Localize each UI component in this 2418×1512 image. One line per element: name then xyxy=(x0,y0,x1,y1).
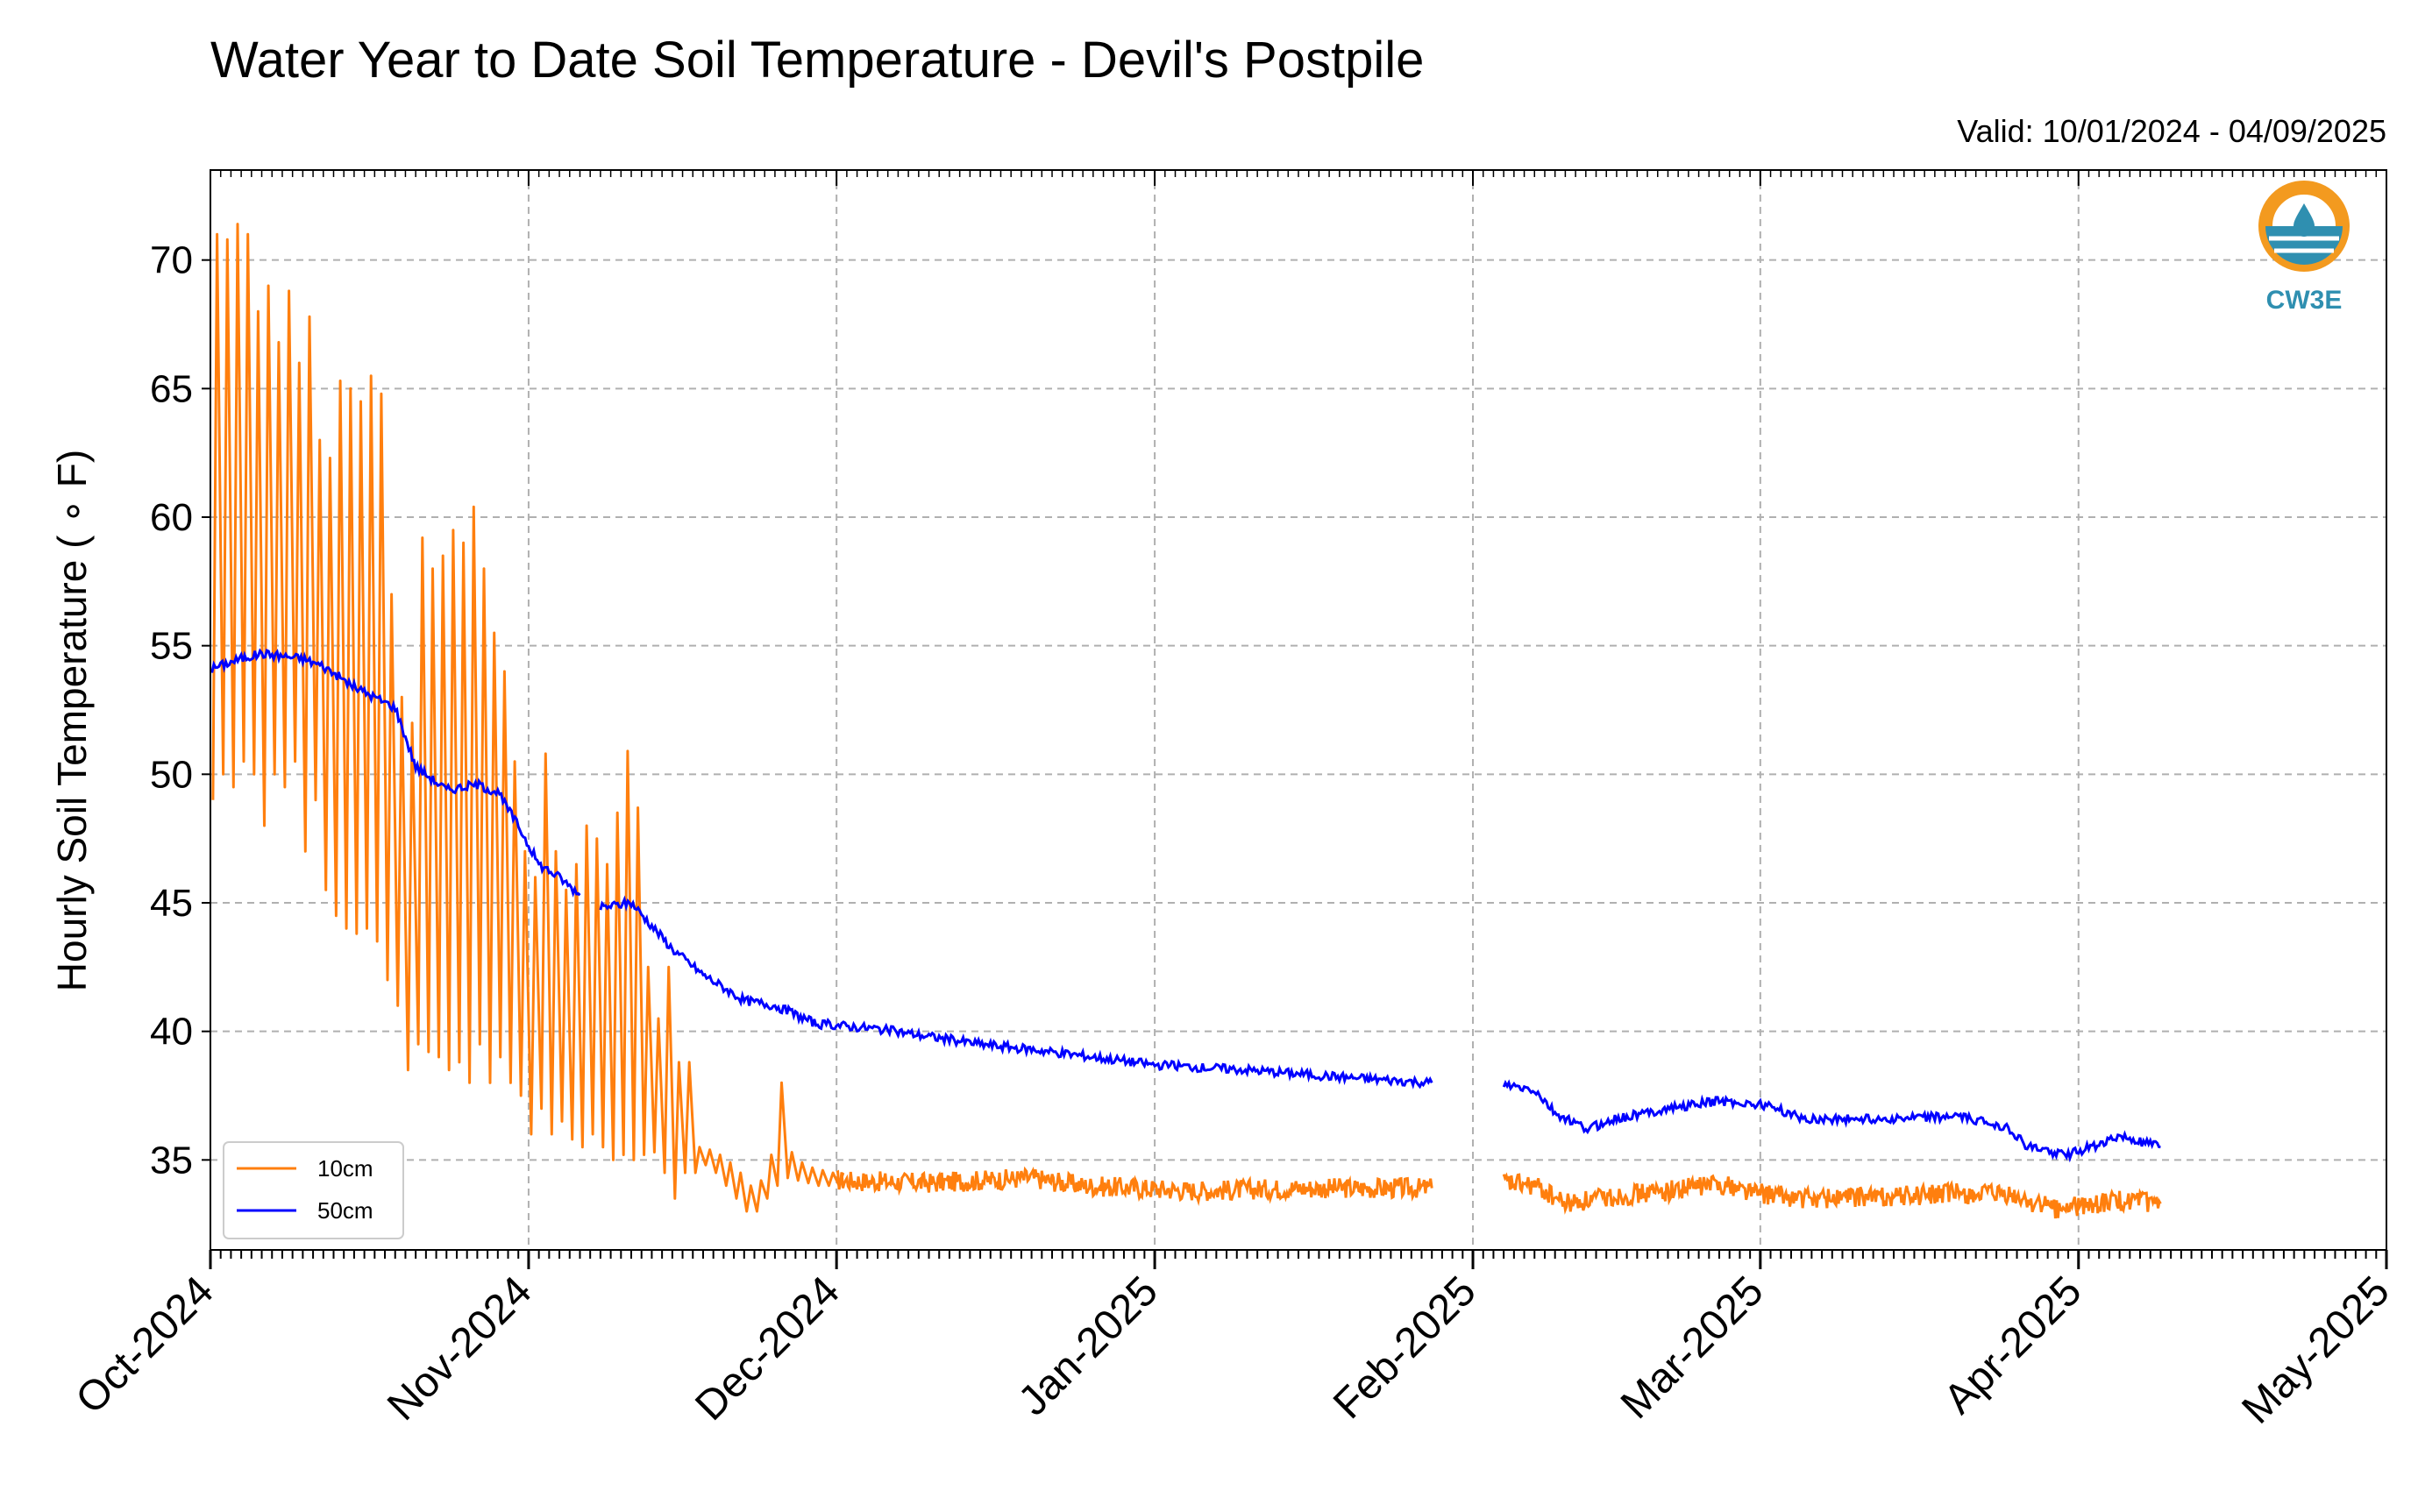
legend-box xyxy=(223,1141,404,1239)
series-50cm-line xyxy=(210,648,581,898)
legend-label-10cm: 10cm xyxy=(317,1155,373,1182)
x-axis-ticks: Oct-2024 Nov-2024 Dec-2024 Jan-2025 Feb-2025… xyxy=(68,170,2399,1433)
grid-lines xyxy=(210,170,2387,1250)
series-50cm-line xyxy=(599,895,1433,1090)
cw3e-logo: CW3E xyxy=(2258,181,2350,315)
y-tick-label: 45 xyxy=(150,882,193,925)
plot-series xyxy=(210,223,2162,1219)
y-tick-label: 50 xyxy=(150,753,193,796)
plot-frame xyxy=(210,169,2387,1251)
logo-text: CW3E xyxy=(2266,286,2343,315)
valid-range-label: Valid: 10/01/2024 - 04/09/2025 xyxy=(1957,113,2386,149)
legend: 10cm 50cm xyxy=(223,1141,404,1239)
y-tick-label: 55 xyxy=(150,625,193,668)
y-tick-label: 60 xyxy=(150,496,193,539)
x-tick-label: Oct-2024 xyxy=(68,1267,223,1423)
series-50cm-line xyxy=(1502,1079,2161,1163)
y-tick-label: 70 xyxy=(150,239,193,282)
series-10cm-line xyxy=(836,1166,1433,1207)
series-10cm-diurnal-line xyxy=(211,223,845,1213)
x-tick-label: Jan-2025 xyxy=(1010,1267,1167,1424)
logo-drop-icon xyxy=(2294,203,2315,237)
legend-label-50cm: 50cm xyxy=(317,1197,373,1224)
chart-title: Water Year to Date Soil Temperature - De… xyxy=(210,32,1424,89)
y-axis-ticks: 35 40 45 50 55 60 65 70 xyxy=(150,239,210,1182)
y-tick-label: 65 xyxy=(150,367,193,410)
y-axis-label: Hourly Soil Temperature ( ∘ F) xyxy=(49,450,95,991)
axes xyxy=(210,169,2387,1251)
x-tick-label: Dec-2024 xyxy=(686,1267,849,1430)
x-tick-label: Mar-2025 xyxy=(1612,1267,1773,1428)
x-tick-label: Nov-2024 xyxy=(379,1267,541,1430)
x-tick-label: Apr-2025 xyxy=(1935,1267,2090,1423)
y-tick-label: 35 xyxy=(150,1139,193,1182)
y-tick-label: 40 xyxy=(150,1011,193,1054)
series-10cm-line xyxy=(1502,1172,2162,1219)
x-tick-label: Feb-2025 xyxy=(1325,1267,1485,1428)
x-tick-label: May-2025 xyxy=(2233,1267,2398,1432)
logo-water-icon xyxy=(2265,226,2343,265)
